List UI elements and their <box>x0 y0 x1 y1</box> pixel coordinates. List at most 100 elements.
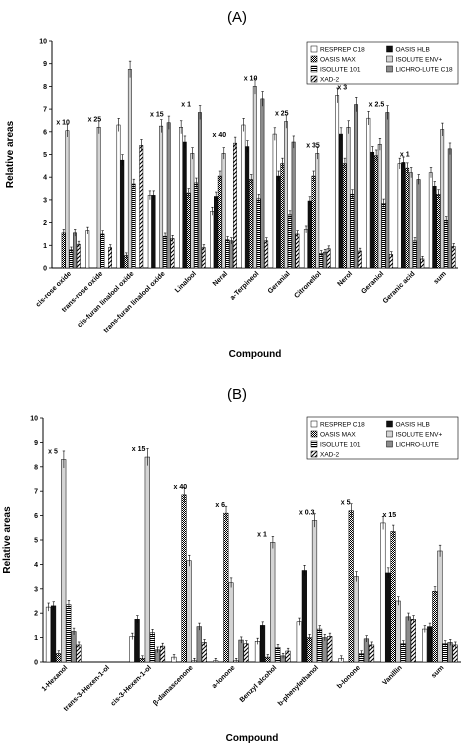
bar <box>197 112 202 269</box>
bar <box>276 175 281 269</box>
multiplier-annotation: x 1 <box>181 102 191 109</box>
x-tick-label: Geranial <box>267 270 292 295</box>
bar <box>194 182 199 269</box>
x-tick-label: trans-3-Hexen-1-ol <box>63 664 111 712</box>
bar <box>307 200 312 269</box>
x-tick-label: b-phenylethanol <box>277 664 320 707</box>
bar <box>260 98 265 269</box>
y-tick-label: 2 <box>43 220 47 227</box>
bar <box>296 621 302 663</box>
bar <box>451 246 456 269</box>
bar <box>139 145 144 269</box>
bar <box>295 233 300 269</box>
bar <box>397 163 402 269</box>
multiplier-annotation: x 35 <box>306 142 320 149</box>
legend-label: RESPREP C18 <box>320 422 365 429</box>
bar <box>61 232 66 269</box>
chart-panel-b: (B) Relative areas Compound 0 1 2 3 4 5 6 7 8 9 10 x 5… <box>2 386 461 744</box>
bar <box>327 636 333 663</box>
y-tick-label: 8 <box>43 84 47 91</box>
x-tick-label: sum <box>430 664 445 679</box>
bar <box>61 459 67 663</box>
bar <box>301 570 307 663</box>
bar <box>134 619 140 663</box>
y-tick-label: 4 <box>34 562 38 569</box>
legend-label: OASIS MAX <box>320 432 356 439</box>
bar <box>395 600 401 663</box>
y-tick-label: 10 <box>39 39 47 46</box>
bar <box>428 172 433 269</box>
legend-swatch <box>310 450 318 458</box>
x-axis-label: Compound <box>229 349 282 360</box>
bar <box>416 179 421 269</box>
bar <box>186 560 192 663</box>
bar <box>284 121 288 269</box>
bar <box>245 146 250 269</box>
bar <box>129 636 135 663</box>
bar <box>217 175 222 269</box>
bar <box>390 531 396 663</box>
bar <box>311 175 316 269</box>
bar <box>73 232 77 269</box>
bar <box>447 148 452 269</box>
y-tick-label: 7 <box>34 489 38 496</box>
multiplier-annotation: x 5 <box>341 500 351 507</box>
bar <box>149 632 155 663</box>
bar <box>108 247 112 269</box>
legend-swatch <box>310 45 318 53</box>
bar <box>287 214 292 269</box>
bar <box>214 196 218 269</box>
legend-label: XAD-2 <box>320 452 340 459</box>
y-tick-label: 0 <box>43 266 47 273</box>
panel-b-title: (B) <box>227 386 247 403</box>
x-tick-label: Geranic acid <box>382 270 417 305</box>
bar <box>405 167 410 269</box>
y-tick-label: 6 <box>34 513 38 520</box>
bar <box>291 141 296 269</box>
bar <box>201 247 206 269</box>
bar <box>366 117 371 269</box>
y-tick-label: 9 <box>34 440 38 447</box>
bar <box>221 153 226 269</box>
legend-swatch <box>386 440 393 448</box>
bar <box>210 211 215 269</box>
multiplier-annotation: x 10 <box>56 120 70 127</box>
bar <box>252 86 257 269</box>
multiplier-annotation: x 6 <box>215 502 225 509</box>
legend-label: LICHRO-LUTE <box>396 442 440 449</box>
multiplier-annotation: x 40 <box>212 132 226 139</box>
bar <box>254 641 261 663</box>
legend-swatch <box>310 430 318 438</box>
multiplier-annotation: x 15 <box>132 446 146 453</box>
y-tick-label: 5 <box>43 152 47 159</box>
y-axis-label: Relative areas <box>2 506 13 574</box>
y-tick-label: 9 <box>43 61 47 68</box>
bar <box>66 604 72 663</box>
x-axis-label: Compound <box>226 733 279 744</box>
multiplier-annotation: x 2.5 <box>369 102 385 109</box>
legend-swatch <box>310 75 318 83</box>
bar <box>316 628 323 663</box>
x-tick-label: Vanillin <box>381 664 403 686</box>
bar <box>225 239 230 269</box>
x-tick-label: sum <box>433 270 448 285</box>
legend-label: OASIS MAX <box>320 57 356 64</box>
bar <box>151 195 156 269</box>
bar <box>170 238 175 269</box>
bar <box>311 520 318 663</box>
panel-a-title: (A) <box>227 9 247 26</box>
bar <box>162 235 167 269</box>
x-tick-label: cis-furan linalool oxide <box>77 270 136 329</box>
legend-swatch <box>386 420 393 428</box>
bar <box>228 582 234 663</box>
bar <box>241 124 246 269</box>
bar <box>71 631 77 663</box>
bar <box>65 130 70 269</box>
x-tick-label: a-Ionone <box>211 664 237 690</box>
bar <box>120 159 125 269</box>
bar <box>196 626 202 663</box>
multiplier-annotation: x 3 <box>337 84 347 91</box>
multiplier-annotation: x 15 <box>150 112 164 119</box>
legend-swatch <box>310 440 318 448</box>
